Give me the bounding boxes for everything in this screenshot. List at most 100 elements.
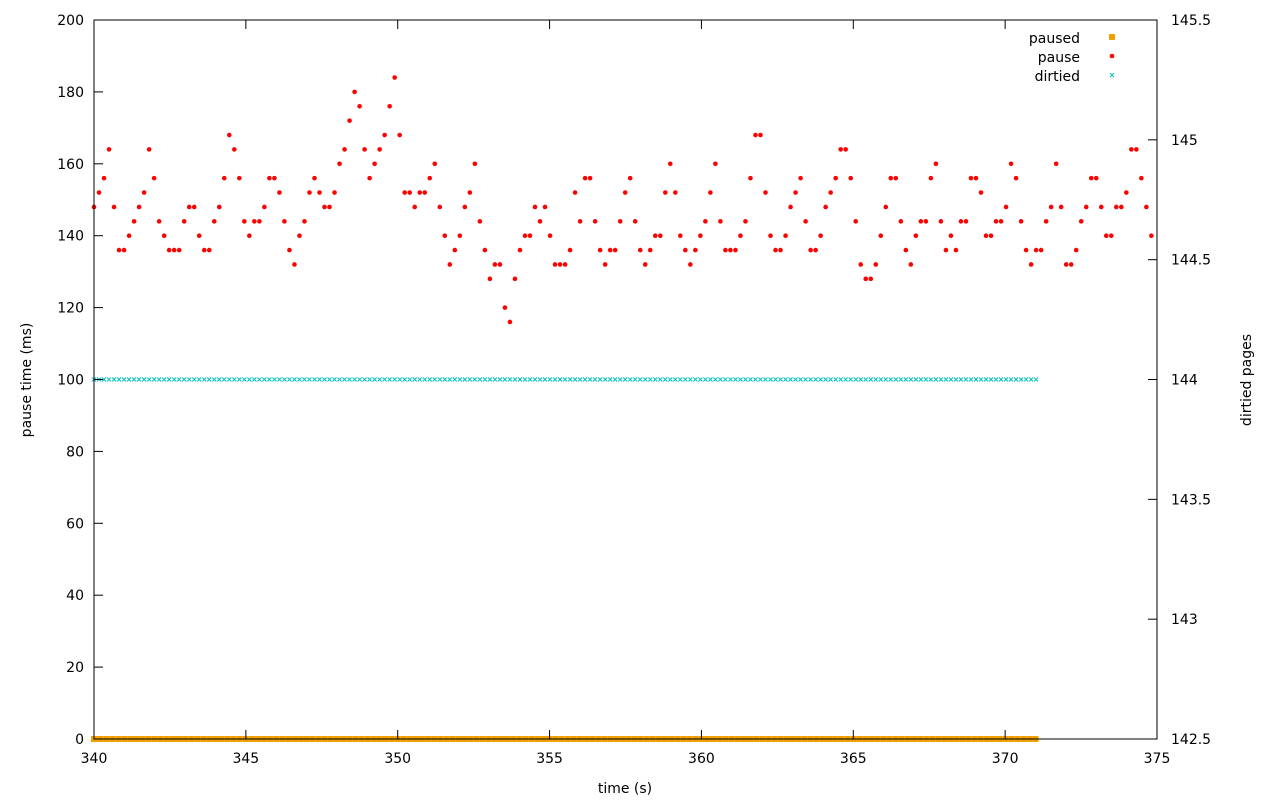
point-dirtied: [362, 377, 367, 382]
point-dirtied: [1013, 377, 1019, 382]
point-dirtied: [392, 377, 398, 382]
point-pause: [487, 276, 493, 282]
point-pause: [577, 219, 583, 224]
point-pause: [873, 262, 879, 267]
point-pause: [718, 219, 723, 224]
point-pause: [427, 175, 433, 181]
legend-marker-dirtied: [1109, 72, 1115, 78]
point-pause: [156, 219, 162, 224]
point-dirtied: [718, 377, 723, 382]
legend: paused pause dirtied: [1029, 31, 1115, 85]
point-pause: [602, 262, 608, 267]
point-pause: [1003, 204, 1009, 210]
point-pause: [898, 219, 904, 224]
point-pause: [242, 219, 247, 224]
point-dirtied: [818, 377, 823, 382]
point-dirtied: [657, 377, 663, 382]
point-dirtied: [682, 377, 688, 382]
point-dirtied: [943, 377, 949, 382]
point-dirtied: [823, 377, 829, 382]
point-pause: [412, 204, 418, 210]
point-dirtied: [231, 377, 237, 382]
legend-label-pause: pause: [1038, 50, 1080, 66]
point-dirtied: [993, 377, 999, 382]
point-pause: [131, 219, 137, 224]
point-pause: [1033, 247, 1039, 253]
point-dirtied: [111, 377, 117, 382]
point-dirtied: [888, 377, 894, 382]
point-pause: [342, 147, 347, 152]
point-pause: [823, 204, 828, 210]
point-dirtied: [211, 377, 217, 382]
point-pause: [958, 219, 964, 224]
x-tick-label: 375: [1144, 751, 1171, 767]
point-pause: [657, 233, 663, 238]
point-dirtied: [908, 377, 914, 382]
point-pause: [146, 147, 152, 152]
point-dirtied: [297, 377, 302, 382]
point-dirtied: [512, 377, 518, 382]
point-pause: [1058, 204, 1064, 210]
y-tick-label: 60: [66, 516, 84, 532]
x-tick-label: 370: [992, 751, 1019, 767]
point-pause: [1068, 262, 1074, 267]
point-pause: [998, 219, 1004, 224]
point-dirtied: [958, 377, 964, 382]
x-tick-label: 360: [688, 751, 715, 767]
point-pause: [1134, 147, 1139, 152]
point-pause: [297, 233, 302, 238]
point-pause: [673, 190, 678, 195]
point-pause: [843, 147, 848, 152]
point-pause: [592, 219, 598, 224]
point-pause: [973, 175, 979, 181]
point-pause: [542, 204, 548, 210]
point-pause: [547, 233, 553, 238]
point-pause: [151, 175, 157, 181]
point-pause: [1114, 204, 1119, 210]
point-dirtied: [457, 377, 463, 382]
point-dirtied: [332, 377, 337, 382]
point-pause: [527, 233, 533, 238]
point-dirtied: [226, 377, 232, 382]
point-pause: [1053, 161, 1059, 167]
point-pause: [1083, 204, 1089, 210]
point-dirtied: [347, 377, 352, 382]
axes: 340 345 350 355 360 365 370 375 0 20 40 60 80 100 120 1…: [57, 13, 1211, 767]
point-pause: [206, 247, 212, 253]
point-pause: [512, 276, 518, 282]
point-pause: [978, 190, 984, 195]
point-pause: [883, 204, 889, 210]
point-dirtied: [733, 377, 738, 382]
point-dirtied: [131, 377, 137, 382]
point-dirtied: [1033, 377, 1039, 382]
point-pause: [136, 204, 142, 210]
point-pause: [201, 247, 207, 253]
point-dirtied: [422, 377, 428, 382]
point-dirtied: [542, 377, 548, 382]
point-pause: [683, 247, 688, 253]
point-dirtied: [693, 377, 698, 382]
point-dirtied: [647, 377, 653, 382]
point-pause: [532, 204, 538, 210]
x-tick-label: 340: [81, 751, 108, 767]
point-pause: [803, 219, 808, 224]
y2-tick-label: 143.5: [1171, 492, 1211, 508]
point-dirtied: [442, 377, 448, 382]
point-dirtied: [773, 377, 778, 382]
point-pause: [637, 247, 643, 253]
point-pause: [166, 247, 172, 253]
point-pause: [858, 262, 864, 267]
point-pause: [678, 233, 683, 238]
point-pause: [347, 118, 352, 123]
point-pause: [502, 305, 508, 310]
point-pause: [557, 262, 563, 267]
point-pause: [397, 132, 402, 138]
point-pause: [708, 190, 713, 195]
point-pause: [612, 247, 618, 253]
point-pause: [432, 161, 438, 167]
point-pause: [1119, 204, 1124, 210]
point-pause: [868, 276, 874, 282]
point-dirtied: [1003, 377, 1009, 382]
point-pause: [477, 219, 483, 224]
point-pause: [1008, 161, 1014, 167]
